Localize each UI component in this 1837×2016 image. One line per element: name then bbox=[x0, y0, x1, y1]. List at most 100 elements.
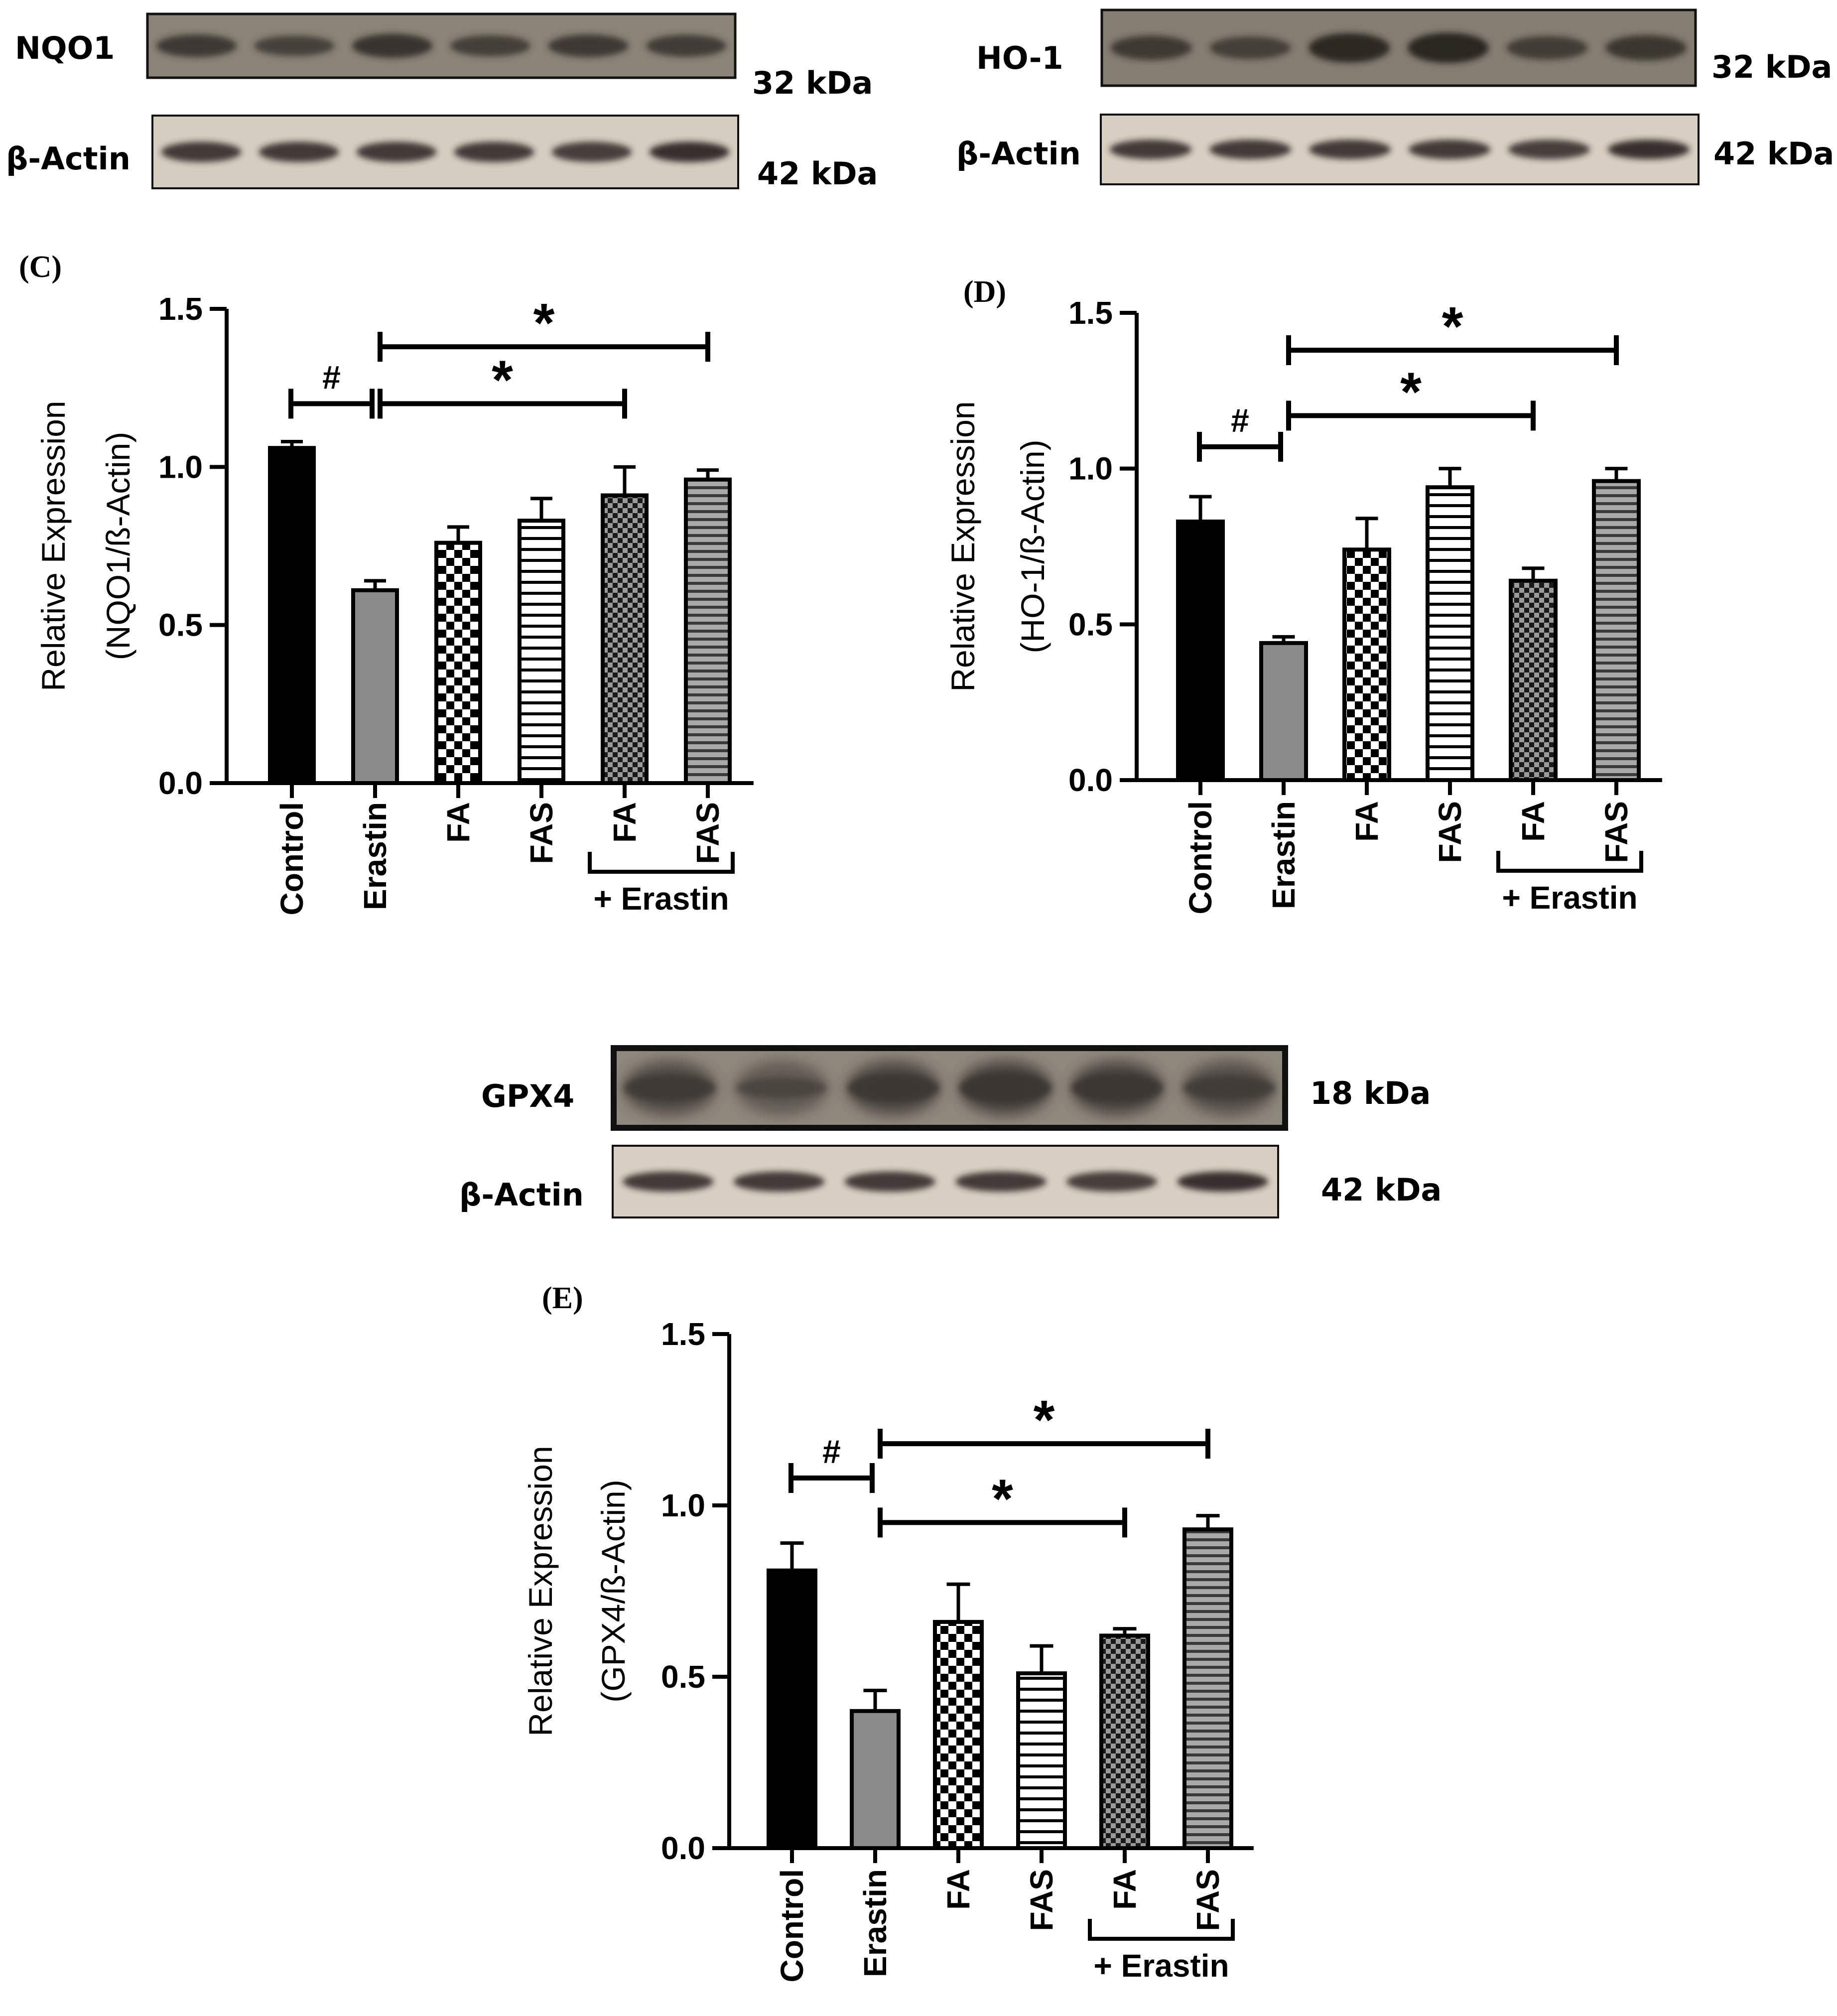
blot-band bbox=[646, 34, 727, 57]
group-label: + Erastin bbox=[593, 881, 729, 917]
bar bbox=[933, 1619, 984, 1850]
blot-band bbox=[551, 141, 632, 162]
significance-symbol: * bbox=[533, 292, 555, 354]
blot-band bbox=[847, 1074, 939, 1102]
blot-ho1-actin-bands bbox=[1110, 139, 1690, 159]
x-tick-label: FA bbox=[440, 802, 476, 843]
bar bbox=[351, 588, 399, 786]
blot-band bbox=[844, 1171, 935, 1192]
bar bbox=[1176, 519, 1225, 783]
y-tick-label: 0.0 bbox=[158, 765, 203, 801]
blot-band bbox=[1110, 139, 1191, 159]
panel-tag: (E) bbox=[542, 1281, 583, 1315]
y-tick-label: 0.5 bbox=[158, 607, 203, 643]
significance-symbol: # bbox=[822, 1433, 841, 1470]
blot-ho1-actin-membrane bbox=[1100, 114, 1700, 185]
blot-nqo1-target-label: NQO1 bbox=[15, 30, 115, 66]
blot-band bbox=[1508, 139, 1590, 159]
blot-band bbox=[1309, 139, 1391, 159]
x-tick-label: Erastin bbox=[857, 1869, 893, 1977]
bar bbox=[1016, 1671, 1067, 1851]
x-tick-label: FAS bbox=[690, 802, 726, 864]
x-tick-label: FA bbox=[940, 1869, 976, 1910]
blot-band bbox=[450, 35, 530, 57]
bar bbox=[518, 519, 565, 785]
blot-nqo1-target-kda: 32 kDa bbox=[752, 65, 873, 101]
blot-band bbox=[352, 33, 433, 58]
blot-ho1-actin-label: β-Actin bbox=[956, 135, 1081, 172]
x-tick-label: FA bbox=[1107, 1869, 1143, 1910]
bar bbox=[767, 1568, 817, 1850]
x-tick-label: Control bbox=[774, 1869, 810, 1983]
blot-band bbox=[259, 141, 339, 162]
blot-band bbox=[454, 141, 534, 162]
y-tick-label: 1.0 bbox=[1068, 451, 1113, 487]
blot-band bbox=[1183, 1075, 1275, 1100]
bar bbox=[1182, 1527, 1233, 1850]
blot-ho1: HO-1 32 kDa β-Actin 42 kDa bbox=[956, 8, 1834, 185]
blot-nqo1-actin-membrane bbox=[151, 115, 739, 189]
group-bracket bbox=[588, 852, 735, 874]
blot-band bbox=[1071, 1073, 1164, 1103]
bar bbox=[684, 477, 732, 785]
blot-nqo1-actin-label: β-Actin bbox=[6, 140, 131, 177]
bar bbox=[1426, 485, 1474, 782]
blot-ho1-target-kda: 32 kDa bbox=[1711, 49, 1832, 85]
y-tick-label: 1.5 bbox=[661, 1316, 705, 1352]
blot-band bbox=[156, 34, 237, 57]
blot-band bbox=[1177, 1171, 1268, 1192]
blot-band bbox=[955, 1171, 1047, 1192]
bar bbox=[1342, 547, 1391, 782]
y-axis-label: (NQO1/ß-Actin) bbox=[100, 432, 136, 660]
x-tick-label: Erastin bbox=[1266, 801, 1302, 909]
y-axis-label: Relative Expression bbox=[35, 401, 72, 691]
bar bbox=[850, 1709, 901, 1851]
blot-nqo1-target-membrane bbox=[146, 12, 737, 79]
significance-symbol: # bbox=[1231, 402, 1249, 439]
y-tick-label: 1.5 bbox=[158, 291, 203, 327]
bar bbox=[601, 493, 649, 785]
blot-ho1-target-membrane bbox=[1100, 8, 1697, 87]
significance-symbol: # bbox=[322, 359, 341, 396]
y-axis-label: Relative Expression bbox=[522, 1446, 559, 1736]
y-tick-label: 0.0 bbox=[661, 1830, 705, 1866]
blot-band bbox=[624, 1075, 716, 1101]
significance-symbol: * bbox=[1400, 361, 1422, 422]
y-tick-label: 1.0 bbox=[661, 1487, 705, 1523]
blot-band bbox=[733, 1171, 825, 1192]
x-tick-label: Erastin bbox=[357, 802, 393, 910]
bar bbox=[1509, 578, 1558, 782]
y-tick-label: 0.5 bbox=[1068, 606, 1113, 642]
bar bbox=[1592, 479, 1641, 782]
blot-band bbox=[161, 141, 242, 162]
y-tick-label: 1.5 bbox=[1068, 295, 1113, 331]
y-tick-label: 1.0 bbox=[158, 449, 203, 485]
x-tick-label: FA bbox=[1349, 801, 1385, 842]
group-label: + Erastin bbox=[1502, 880, 1637, 916]
x-tick-label: FAS bbox=[1432, 801, 1468, 863]
blot-nqo1-actin-kda: 42 kDa bbox=[757, 155, 878, 192]
blot-nqo1: NQO1 32 kDa β-Actin 42 kDa bbox=[6, 12, 878, 192]
x-tick-label: FAS bbox=[524, 802, 559, 864]
y-axis-label: (HO-1/ß-Actin) bbox=[1014, 440, 1051, 654]
blot-band bbox=[959, 1073, 1051, 1103]
x-tick-label: FAS bbox=[1024, 1869, 1059, 1931]
y-axis-label: Relative Expression bbox=[944, 401, 981, 691]
bar bbox=[1099, 1633, 1150, 1850]
blot-band bbox=[1066, 1171, 1158, 1192]
blot-band bbox=[1608, 139, 1690, 159]
significance-symbol: * bbox=[1442, 296, 1463, 357]
significance-symbol: * bbox=[492, 349, 513, 410]
blot-band bbox=[1605, 35, 1687, 61]
significance-symbol: * bbox=[992, 1468, 1013, 1529]
blot-band bbox=[1209, 36, 1291, 59]
chart-e: (E) Relative Expression (GPX4/ß-Actin) 0.0 0… bbox=[522, 1281, 1254, 1984]
blot-band bbox=[254, 35, 335, 56]
blot-band bbox=[735, 1077, 828, 1098]
blot-band bbox=[548, 34, 629, 57]
x-tick-label: FAS bbox=[1598, 801, 1634, 863]
blot-band bbox=[1506, 36, 1588, 60]
bar bbox=[434, 540, 482, 785]
